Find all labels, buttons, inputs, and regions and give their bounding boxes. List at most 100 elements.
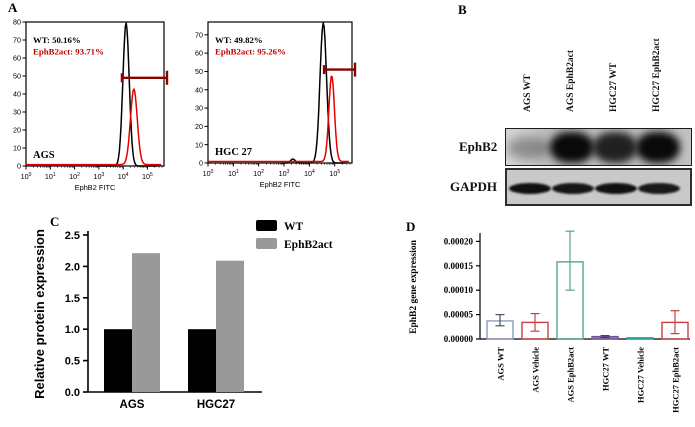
y-tick-label: 10 (195, 140, 203, 149)
y-tick-label: 0.5 (65, 356, 80, 368)
histogram-curve-WT (96, 22, 158, 167)
bar-AGS-WT (104, 329, 132, 392)
blot-lane-label: HGC27 EphB2act (652, 38, 662, 112)
y-tick-label: 20 (195, 122, 203, 131)
panel-c-label: C (50, 214, 60, 229)
percentage-annotation: WT: 49.82% (215, 35, 263, 45)
x-axis-title: EphB2 FITC (260, 180, 301, 189)
legend-swatch (256, 220, 277, 231)
bar-AGS-EphB2act (132, 253, 160, 392)
category-label: HGC27 (197, 399, 235, 411)
x-tick-label: 100 (203, 169, 214, 178)
x-tick-label: 100 (21, 172, 32, 181)
x-tick-label: 105 (329, 169, 340, 178)
y-tick-label: 60 (13, 54, 21, 63)
y-tick-label: 40 (13, 90, 21, 99)
panel-a-label: A (8, 0, 18, 15)
blot-lane-label: AGS WT (523, 74, 533, 112)
y-tick-label: 1.0 (65, 324, 80, 336)
x-category-label: HGC27 WT (601, 347, 611, 391)
y-tick-label: 0.00005 (444, 310, 474, 320)
x-category-label: AGS EphB2act (566, 347, 576, 403)
x-tick-label: 103 (279, 169, 290, 178)
cell-line-label: AGS (33, 150, 55, 161)
protein-bar-plot: 0.0 0.5 1.0 1.5 2.0 2.5 AGS HGC27 Relative prote… (32, 220, 333, 411)
x-category-label: HGC27 Vehicle (636, 347, 646, 403)
protein-band (595, 183, 637, 194)
flow-ags-plot: 0 10 20 30 40 50 60 70 80 100 101 102 103 104 105 EphB2… (13, 18, 169, 192)
y-tick-label: 0 (199, 159, 203, 168)
flow-histogram-hgc27: 0 10 20 30 40 50 60 70 100 101 102 103 104 105 EphB2 F… (195, 21, 357, 189)
x-category-label: HGC27 EphB2act (671, 347, 681, 413)
legend-label: WT (284, 221, 304, 233)
bar-HGC27-EphB2act (216, 260, 244, 392)
y-tick-label: 0.00020 (444, 236, 474, 246)
protein-band (636, 132, 680, 163)
histogram-curve-EphB2act (26, 88, 162, 166)
x-category-label: AGS Vehicle (531, 347, 541, 393)
percentage-annotation: WT: 50.16% (33, 35, 81, 45)
y-tick-label: 50 (13, 72, 21, 81)
x-tick-label: 102 (69, 172, 80, 181)
protein-band (550, 132, 594, 163)
protein-band (509, 183, 551, 194)
y-tick-label: 10 (13, 144, 21, 153)
y-tick-label: 70 (195, 30, 203, 39)
x-tick-label: 104 (118, 172, 129, 181)
x-tick-label: 101 (45, 172, 56, 181)
westernblot-ephb2 (505, 128, 692, 166)
positive-gate (322, 62, 357, 77)
error-bar (565, 230, 575, 291)
bar-HGC27-WT (188, 329, 216, 392)
panel-b-label: B (458, 2, 467, 17)
flow-hgc27-plot: 0 10 20 30 40 50 60 70 100 101 102 103 104 105 EphB2 F… (195, 21, 357, 189)
y-tick-label: 0.00015 (444, 261, 474, 271)
protein-band (638, 183, 680, 194)
y-tick-label: 2.5 (65, 230, 80, 242)
y-axis-title: EphB2 gene expression (409, 239, 419, 334)
panel-d-label: D (406, 219, 416, 234)
blot-lane-label: HGC27 WT (609, 62, 619, 112)
error-bar (670, 310, 680, 335)
cell-line-label: HGC 27 (215, 147, 252, 158)
error-bar (600, 334, 610, 339)
blot-lane-label: AGS EphB2act (566, 49, 576, 112)
protein-band (552, 183, 594, 194)
y-tick-label: 0.0 (65, 387, 80, 399)
error-bar (495, 313, 505, 327)
y-tick-label: 0.00010 (444, 285, 474, 295)
y-tick-label: 50 (195, 67, 203, 76)
category-label: AGS (120, 399, 145, 411)
x-tick-label: 105 (142, 172, 153, 181)
y-tick-label: 1.5 (65, 293, 80, 305)
protein-expression-chart: 0.0 0.5 1.0 1.5 2.0 2.5 AGS HGC27 Relative prote… (32, 220, 333, 411)
percentage-annotation: EphB2act: 95.26% (215, 47, 286, 57)
blot-row-label-ephb2: EphB2 (459, 139, 498, 154)
y-tick-label: 30 (195, 104, 203, 113)
y-tick-label: 60 (195, 49, 203, 58)
westernblot-gapdh (505, 168, 692, 206)
histogram-curve-EphB2act (208, 75, 349, 163)
legend-swatch (256, 238, 277, 249)
percentage-annotation: EphB2act: 93.71% (33, 47, 104, 57)
y-tick-label: 2.0 (65, 261, 80, 273)
x-tick-label: 102 (253, 169, 264, 178)
error-bar (530, 312, 540, 332)
protein-band (507, 137, 551, 159)
x-tick-label: 104 (304, 169, 315, 178)
bar-HGC27-Vehicle (626, 337, 654, 340)
y-tick-label: 80 (13, 18, 21, 27)
protein-band (593, 132, 637, 163)
y-tick-label: 30 (13, 108, 21, 117)
x-tick-label: 101 (228, 169, 239, 178)
blot-row-label-gapdh: GAPDH (450, 179, 497, 194)
x-axis-title: EphB2 FITC (75, 183, 116, 192)
y-tick-label: 0.00000 (444, 334, 474, 344)
positive-gate (120, 70, 169, 85)
gene-bar-plot: 0.00000 0.00005 0.00010 0.00015 0.00020 AGS W… (409, 230, 690, 413)
gene-expression-chart: 0.00000 0.00005 0.00010 0.00015 0.00020 AGS W… (409, 230, 690, 413)
legend-label: EphB2act (284, 239, 333, 251)
y-axis-title: Relative protein expression (32, 229, 47, 399)
y-tick-label: 70 (13, 36, 21, 45)
